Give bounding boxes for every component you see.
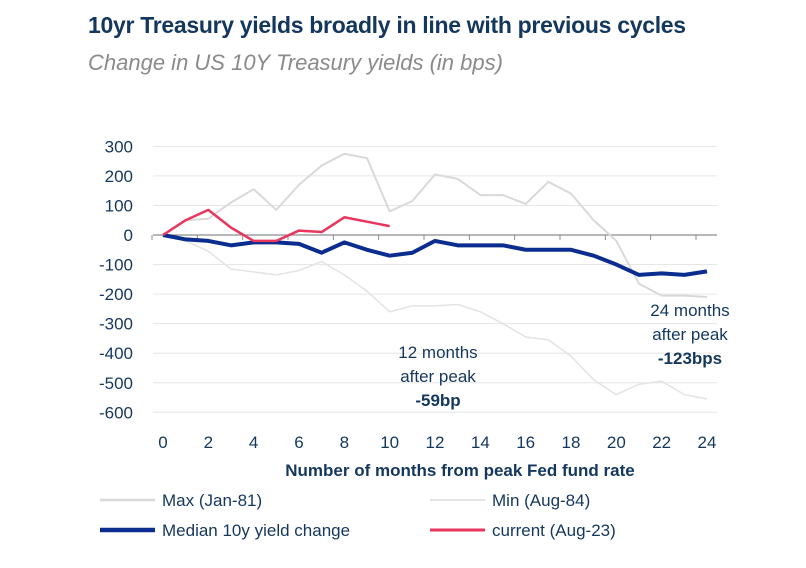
x-tick-label: 24 [698,433,717,452]
x-tick-label: 8 [340,433,349,452]
x-tick-label: 20 [607,433,626,452]
x-tick-label: 12 [426,433,445,452]
y-tick-label: -400 [99,344,133,363]
chart-subtitle: Change in US 10Y Treasury yields (in bps… [88,50,503,75]
y-tick-label: 0 [124,226,133,245]
y-tick-label: -600 [99,403,133,422]
x-tick-label: 16 [516,433,535,452]
x-tick-label: 18 [562,433,581,452]
y-tick-label: -500 [99,374,133,393]
x-tick-label: 6 [294,433,303,452]
y-tick-label: 100 [105,196,133,215]
y-tick-label: -200 [99,285,133,304]
series-line-1 [162,234,708,400]
x-tick-label: 10 [380,433,399,452]
legend-label: Median 10y yield change [162,521,350,540]
x-tick-label: 4 [249,433,258,452]
chart-title: 10yr Treasury yields broadly in line wit… [88,12,686,38]
y-tick-label: 300 [105,137,133,156]
series-line-2 [162,233,708,277]
legend-label: Min (Aug-84) [492,491,590,510]
annotation-24m-line1: 24 months [650,301,729,320]
y-tick-label: 200 [105,167,133,186]
annotation-12m-value: -59bp [415,391,460,410]
series-line-3 [162,208,390,243]
x-axis-label: Number of months from peak Fed fund rate [285,461,634,480]
annotation-24m-value: -123bps [658,349,722,368]
annotation-24m-line2: after peak [652,325,728,344]
x-tick-label: 22 [652,433,671,452]
annotation-12m-line2: after peak [400,367,476,386]
x-tick-label: 14 [471,433,490,452]
annotation-12m-line1: 12 months [398,343,477,362]
series-line-0 [162,152,708,299]
x-tick-label: 2 [204,433,213,452]
legend-label: current (Aug-23) [492,521,616,540]
legend-label: Max (Jan-81) [162,491,262,510]
x-tick-label: 0 [158,433,167,452]
y-tick-label: -100 [99,256,133,275]
y-tick-label: -300 [99,315,133,334]
